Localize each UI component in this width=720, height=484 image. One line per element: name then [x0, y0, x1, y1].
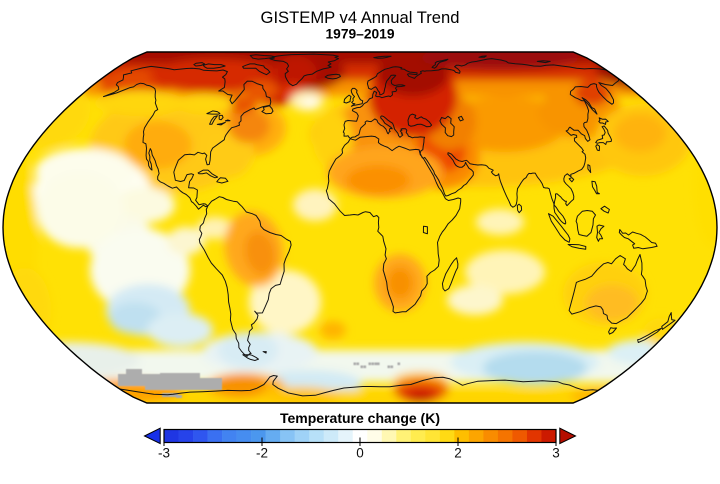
svg-text:3: 3	[552, 446, 560, 461]
svg-text:GISTEMP v4 Annual Trend: GISTEMP v4 Annual Trend	[261, 8, 460, 27]
svg-text:-2: -2	[256, 446, 268, 461]
svg-text:0: 0	[356, 446, 364, 461]
svg-text:Temperature change (K): Temperature change (K)	[280, 410, 440, 426]
svg-text:2: 2	[454, 446, 462, 461]
svg-text:1979–2019: 1979–2019	[325, 27, 394, 42]
svg-text:-3: -3	[158, 446, 170, 461]
